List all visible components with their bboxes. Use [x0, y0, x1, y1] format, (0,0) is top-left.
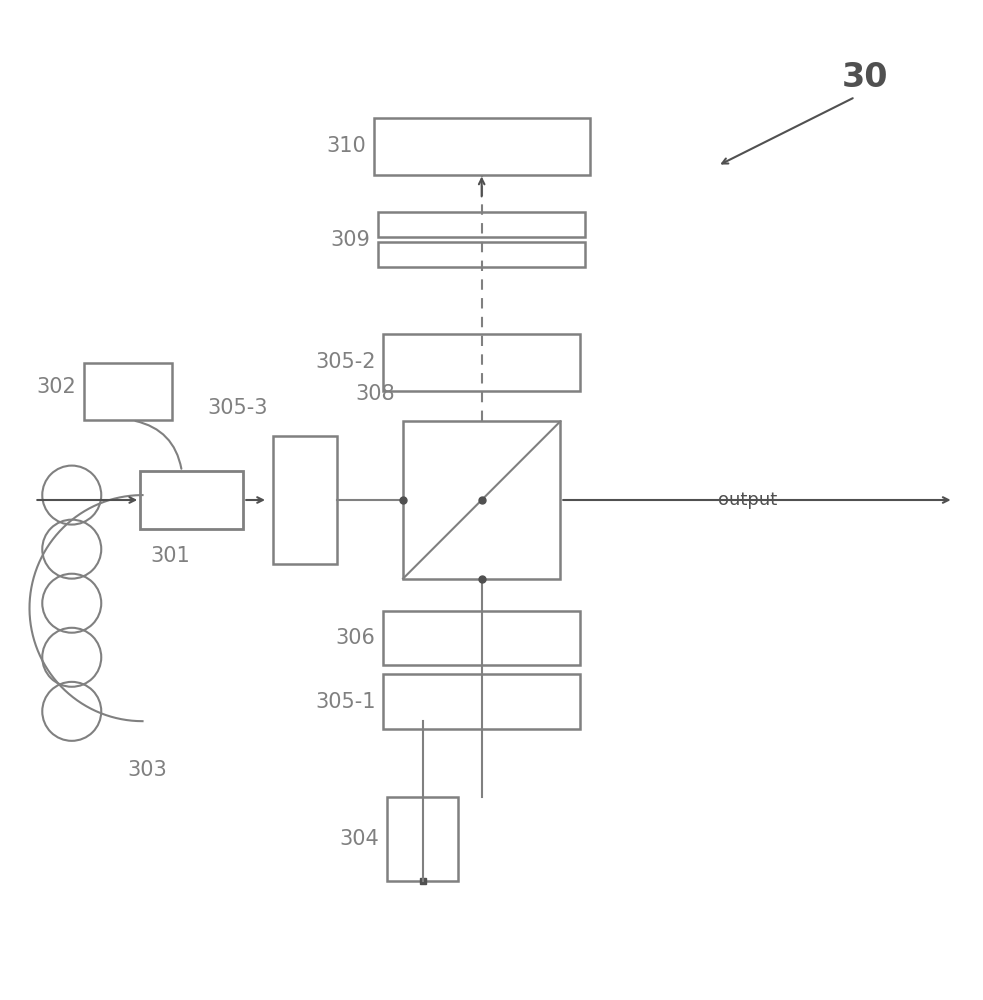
Bar: [383, 674, 580, 729]
Bar: [84, 363, 172, 420]
Bar: [378, 242, 585, 267]
Bar: [141, 471, 244, 529]
Text: 303: 303: [128, 760, 167, 780]
Bar: [378, 212, 585, 237]
Bar: [383, 334, 580, 391]
Bar: [272, 436, 336, 564]
Text: output: output: [718, 491, 777, 509]
Bar: [403, 421, 560, 579]
Text: 301: 301: [150, 546, 190, 566]
Text: 309: 309: [330, 230, 371, 250]
Text: 30: 30: [841, 61, 889, 94]
Text: 305-2: 305-2: [315, 352, 376, 372]
Bar: [383, 611, 580, 665]
Text: 305-3: 305-3: [207, 398, 267, 418]
Text: 305-1: 305-1: [315, 692, 376, 712]
Bar: [387, 797, 458, 881]
Text: 308: 308: [356, 384, 395, 404]
Text: 306: 306: [335, 628, 376, 648]
Text: 302: 302: [36, 377, 76, 397]
Bar: [374, 118, 590, 175]
Text: 310: 310: [326, 136, 366, 156]
Text: 304: 304: [340, 829, 379, 849]
